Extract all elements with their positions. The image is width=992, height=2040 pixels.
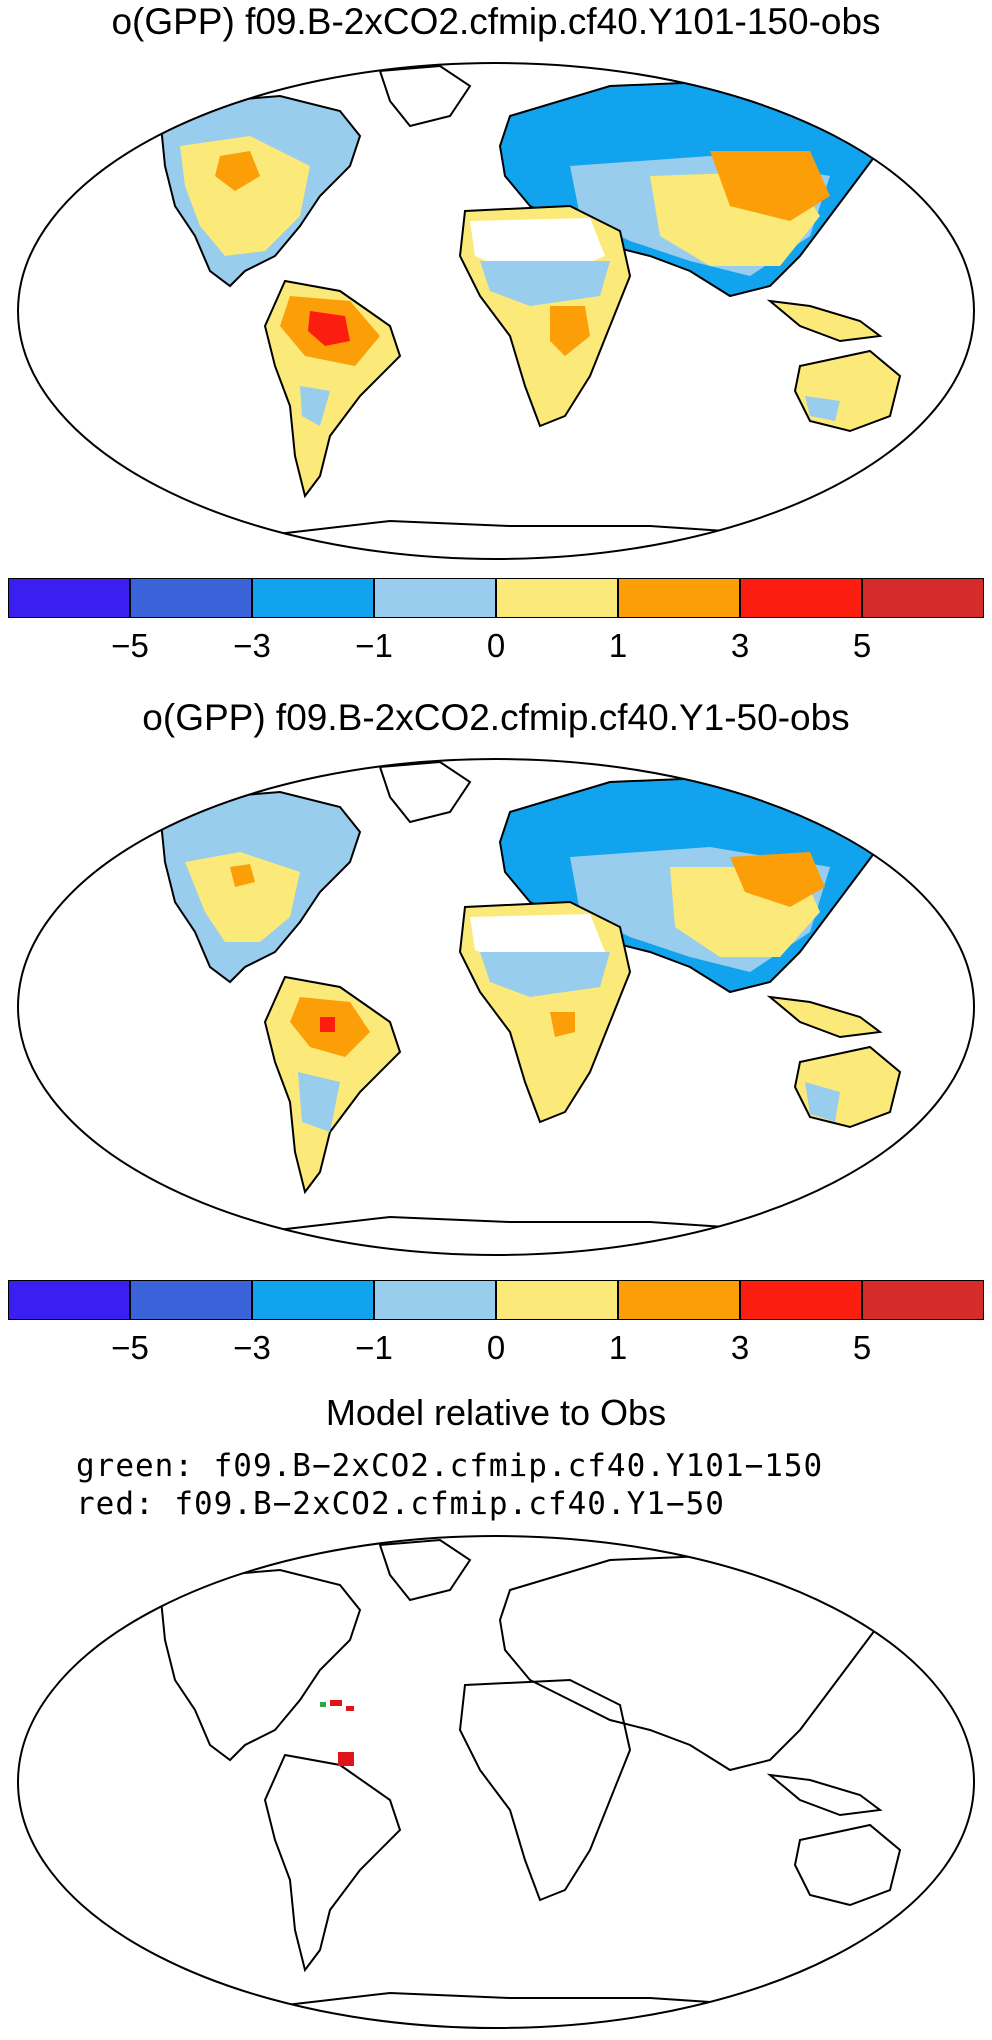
africa-orange [550,1012,575,1037]
colorbar-cell [496,1280,618,1320]
south-america-outline [263,1753,402,1973]
panel1-colorbar-ticks: −5 −3 −1 0 1 3 5 [8,626,984,666]
colorbar-tick: −3 [233,1329,271,1366]
south-america-blue [298,1072,340,1132]
colorbar-cell [862,578,984,618]
colorbar-tick: 3 [730,1329,750,1366]
greenland [378,64,472,128]
panel2-colorbar-ticks: −5 −3 −1 0 1 3 5 [8,1328,984,1368]
colorbar-tick: −1 [355,1329,393,1366]
australia-blue [805,1082,840,1122]
panel1-title: o(GPP) f09.B-2xCO2.cfmip.cf40.Y101-150-o… [111,1,881,42]
colorbar-tick: −1 [355,627,393,664]
legend-red: red: f09.B−2xCO2.cfmip.cf40.Y1−50 [76,1486,725,1522]
sahara-white [470,914,605,964]
colorbar-cell [130,1280,252,1320]
australia-blue [805,396,840,421]
asia-orange [710,151,830,221]
panel2-title: o(GPP) f09.B-2xCO2.cfmip.cf40.Y1-50-obs [142,697,850,738]
south-america-red [308,311,350,346]
panel1-colorbar [8,578,984,618]
colorbar-tick: 5 [852,627,872,664]
colorbar-cell [8,578,130,618]
colorbar-cell [862,1280,984,1320]
colorbar-tick: 1 [608,627,628,664]
colorbar-cell [740,578,862,618]
australia-outline [793,1823,902,1907]
green-mark [320,1702,326,1707]
australia-land [793,349,902,433]
se-asia-islands [766,299,883,343]
colorbar-tick: −5 [111,1329,149,1366]
legend-green: green: f09.B−2xCO2.cfmip.cf40.Y101−150 [76,1448,824,1484]
panel3-map [17,1535,975,2029]
colorbar-cell [496,578,618,618]
panel2-colorbar [8,1280,984,1320]
colorbar-tick: 0 [486,627,506,664]
colorbar-cell [618,578,740,618]
colorbar-tick: 0 [486,1329,506,1366]
se-asia-islands [766,995,883,1039]
asia-orange [730,852,825,907]
colorbar-cell [130,578,252,618]
colorbar-cell [374,578,496,618]
colorbar-cell [740,1280,862,1320]
africa-outline [458,1678,632,1902]
south-america-red [320,1017,335,1032]
colorbar-tick: 5 [852,1329,872,1366]
greenland [378,760,472,824]
colorbar-tick: −3 [233,627,271,664]
colorbar-cell [374,1280,496,1320]
greenland-outline [378,1538,472,1602]
north-america-yellow [185,852,300,942]
colorbar-tick: 3 [730,627,750,664]
colorbar-tick: −5 [111,627,149,664]
colorbar-cell [618,1280,740,1320]
colorbar-cell [252,578,374,618]
north-america-yellow [180,136,310,256]
colorbar-tick: 1 [608,1329,628,1366]
africa-lightblue [480,952,610,997]
north-america-orange [230,864,255,887]
colorbar-cell [252,1280,374,1320]
colorbar-cell [8,1280,130,1320]
eurasia-outline [498,1553,892,1772]
north-america-orange [215,151,260,191]
panel3-title: Model relative to Obs [325,1392,667,1433]
se-asia-islands-outline [766,1773,883,1817]
africa-orange [550,306,590,356]
red-mark [338,1752,354,1766]
panel1-map [17,62,975,560]
south-america-blue [300,386,330,426]
africa-lightblue [480,261,610,306]
red-mark [330,1700,342,1706]
red-mark [346,1706,354,1711]
sahara-white [470,218,605,271]
panel2-map [17,758,975,1256]
north-america-outline [158,1568,362,1762]
